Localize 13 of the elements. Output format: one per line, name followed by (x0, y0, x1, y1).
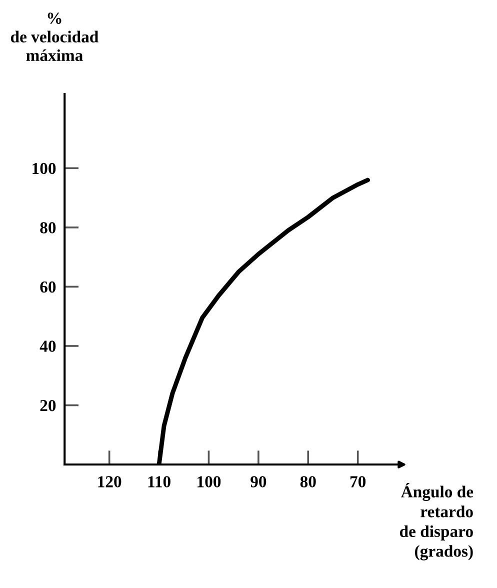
y-tick-label: 20 (40, 400, 56, 412)
x-axis-title: Ángulo de retardo de disparo (grados) (400, 483, 474, 560)
x-tick-label: 120 (98, 476, 122, 488)
y-tick-label: 40 (40, 340, 56, 352)
x-tick-label: 80 (300, 476, 316, 488)
x-tick-label: 100 (198, 476, 221, 488)
y-axis-title: % de velocidad máxima (10, 12, 98, 62)
y-tick-label: 100 (32, 162, 56, 174)
y-tick-label: 80 (40, 222, 56, 234)
x-tick-label: 110 (148, 476, 170, 488)
y-tick-label: 60 (40, 281, 56, 293)
x-tick-label: 90 (250, 476, 266, 488)
x-tick-label: 70 (350, 476, 366, 488)
